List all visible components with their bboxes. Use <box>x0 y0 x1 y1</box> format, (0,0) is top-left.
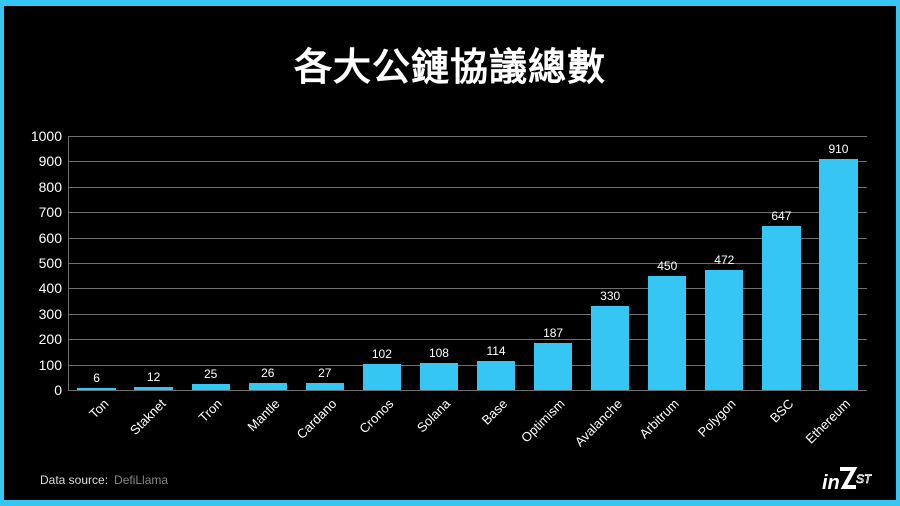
value-label: 108 <box>428 345 449 360</box>
svg-text:in: in <box>822 472 840 494</box>
data-source: Data source: DefiLlama <box>40 473 168 487</box>
y-axis <box>68 136 69 390</box>
y-tick-label: 100 <box>38 356 62 373</box>
bar-mantle <box>248 383 287 390</box>
chart-frame <box>4 6 896 500</box>
y-tick-label: 900 <box>38 153 62 170</box>
svg-text:ST: ST <box>856 472 872 486</box>
value-label: 102 <box>371 347 392 362</box>
gridline <box>68 237 867 239</box>
gridline <box>68 263 867 264</box>
gridline <box>68 339 867 341</box>
gridline <box>68 288 867 290</box>
y-tick-label: 300 <box>38 305 62 322</box>
y-tick-label: 200 <box>38 331 62 348</box>
value-label: 25 <box>203 366 218 381</box>
gridline <box>68 390 867 391</box>
bar-cardano <box>305 383 344 390</box>
value-label: 187 <box>543 325 564 340</box>
gridline <box>68 186 867 188</box>
gridline <box>68 161 867 163</box>
value-label: 12 <box>146 369 161 384</box>
data-source-value: DefiLlama <box>114 473 169 487</box>
gridline <box>68 364 867 366</box>
bar-optimism <box>533 342 573 390</box>
gridline <box>68 313 867 315</box>
y-tick-label: 400 <box>38 280 62 297</box>
y-tick-label: 1000 <box>30 128 62 144</box>
bar-ethereum <box>819 158 858 390</box>
inzest-logo-icon: in ST <box>822 467 872 494</box>
bar-avalanche <box>591 306 630 390</box>
data-source-label: Data source: <box>40 473 109 487</box>
bar-solana <box>419 362 459 390</box>
bar-cronos <box>362 364 401 390</box>
gridline <box>68 212 867 214</box>
y-tick-label: 600 <box>38 229 62 246</box>
bar-ton <box>77 388 116 390</box>
bar-tron <box>191 383 230 390</box>
value-label: 647 <box>771 208 792 223</box>
bar-staknet <box>134 386 173 390</box>
bar-bsc <box>762 225 801 390</box>
value-label: 330 <box>600 289 621 304</box>
value-label: 27 <box>318 366 332 381</box>
bar-arbitrum <box>648 275 687 390</box>
gridline <box>68 136 867 137</box>
y-tick-label: 0 <box>54 382 62 398</box>
value-label: 450 <box>657 258 678 273</box>
y-tick-label: 800 <box>38 178 62 195</box>
y-tick-label: 500 <box>38 255 62 271</box>
bar-base <box>476 361 516 390</box>
value-label: 114 <box>486 344 506 359</box>
chart-title: 各大公鏈協議總數 <box>293 45 606 89</box>
value-label: 472 <box>714 253 735 268</box>
plot-area: 0 100 200 300 400 500 600 700 800 900 1000 6 Ton 12 St… <box>31 129 867 449</box>
y-tick-label: 700 <box>38 204 62 221</box>
value-label: 6 <box>93 371 100 385</box>
bar-polygon <box>705 270 744 390</box>
value-label: 910 <box>828 141 849 156</box>
value-label: 26 <box>261 366 275 381</box>
